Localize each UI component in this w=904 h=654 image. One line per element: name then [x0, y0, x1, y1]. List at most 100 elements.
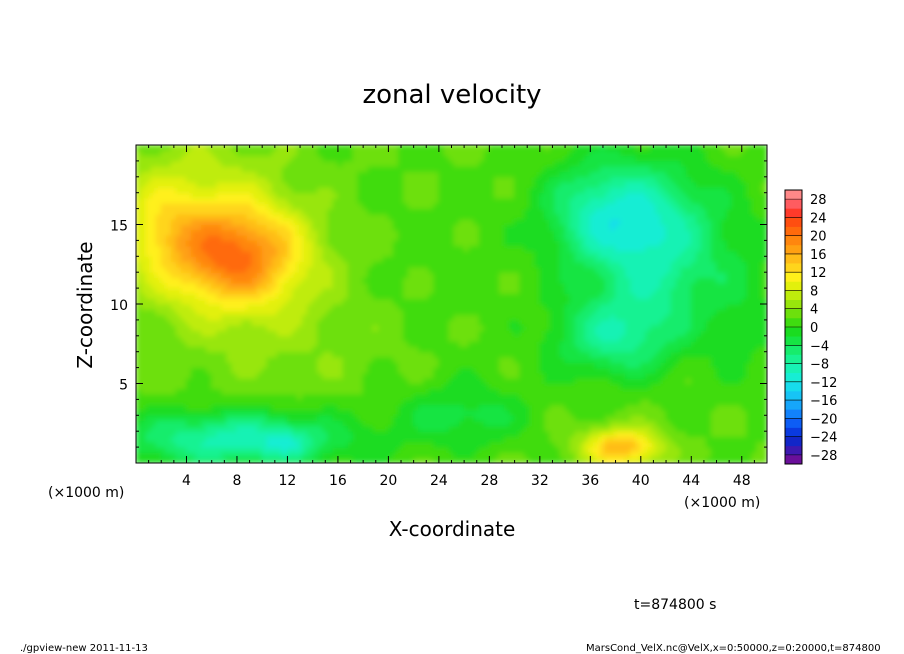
heatmap-cell: [160, 372, 167, 379]
heatmap-cell: [408, 292, 415, 300]
heatmap-cell: [352, 314, 359, 321]
heatmap-cell: [216, 398, 223, 406]
heatmap-cell: [468, 208, 475, 215]
heatmap-cell: [256, 202, 263, 210]
heatmap-cell: [261, 367, 268, 374]
heatmap-cell: [302, 208, 309, 215]
heatmap-cell: [180, 324, 187, 331]
heatmap-cell: [271, 430, 278, 437]
heatmap-cell: [448, 451, 455, 459]
heatmap-cell: [443, 319, 450, 326]
heatmap-cell: [180, 383, 187, 390]
heatmap-cell: [524, 171, 531, 178]
heatmap-cell: [175, 298, 182, 305]
heatmap-cell: [317, 234, 324, 241]
heatmap-cell: [191, 229, 198, 236]
heatmap-cell: [226, 319, 233, 326]
heatmap-cell: [529, 181, 536, 188]
heatmap-cell: [372, 335, 379, 342]
heatmap-cell: [221, 367, 228, 374]
heatmap-cell: [170, 255, 177, 263]
heatmap-cell: [367, 229, 374, 236]
heatmap-cell: [377, 186, 384, 194]
heatmap-cell: [165, 404, 172, 411]
heatmap-cell: [382, 218, 389, 225]
heatmap-cell: [408, 176, 415, 183]
heatmap-cell: [398, 367, 405, 374]
heatmap-cell: [443, 292, 450, 300]
heatmap-cell: [286, 398, 293, 406]
heatmap-cell: [463, 425, 470, 432]
heatmap-cell: [337, 224, 344, 231]
heatmap-cell: [514, 441, 521, 448]
heatmap-cell: [473, 425, 480, 432]
heatmap-cell: [372, 192, 379, 199]
heatmap-cell: [493, 239, 500, 247]
heatmap-cell: [256, 229, 263, 236]
heatmap-cell: [191, 420, 198, 427]
heatmap-cell: [216, 425, 223, 432]
heatmap-cell: [387, 298, 394, 305]
heatmap-cell: [519, 335, 526, 342]
heatmap-cell: [150, 218, 157, 225]
heatmap-cell: [337, 213, 344, 220]
heatmap-cell: [524, 441, 531, 448]
heatmap-cell: [136, 367, 142, 374]
heatmap-cell: [342, 208, 349, 215]
heatmap-cell: [357, 271, 364, 278]
heatmap-cell: [145, 202, 152, 210]
heatmap-cell: [387, 277, 394, 284]
heatmap-cell: [463, 303, 470, 310]
heatmap-cell: [286, 271, 293, 278]
heatmap-cell: [312, 425, 319, 432]
heatmap-cell: [286, 308, 293, 316]
heatmap-cell: [514, 388, 521, 395]
heatmap-cell: [519, 409, 526, 416]
heatmap-cell: [150, 287, 157, 294]
heatmap-cell: [377, 345, 384, 353]
heatmap-cell: [136, 197, 142, 204]
heatmap-cell: [352, 377, 359, 384]
heatmap-cell: [433, 356, 440, 363]
heatmap-cell: [140, 287, 147, 294]
heatmap-cell: [165, 372, 172, 379]
heatmap-cell: [317, 250, 324, 257]
heatmap-cell: [357, 345, 364, 353]
heatmap-cell: [352, 420, 359, 427]
heatmap-cell: [423, 160, 430, 167]
heatmap-cell: [241, 409, 248, 416]
heatmap-cell: [408, 446, 415, 453]
heatmap-cell: [191, 330, 198, 337]
heatmap-cell: [196, 356, 203, 363]
heatmap-cell: [160, 330, 167, 337]
heatmap-cell: [302, 436, 309, 443]
heatmap-cell: [448, 351, 455, 358]
heatmap-cell: [544, 239, 551, 247]
heatmap-cell: [438, 261, 445, 268]
heatmap-cell: [443, 229, 450, 236]
heatmap-cell: [246, 388, 253, 395]
heatmap-cell: [251, 335, 258, 342]
heatmap-cell: [478, 335, 485, 342]
heatmap-cell: [448, 255, 455, 263]
heatmap-cell: [231, 197, 238, 204]
heatmap-cell: [524, 404, 531, 411]
heatmap-cell: [367, 425, 374, 432]
heatmap-cell: [549, 308, 556, 316]
heatmap-cell: [468, 255, 475, 263]
heatmap-cell: [428, 165, 435, 172]
heatmap-cell: [357, 457, 364, 463]
heatmap-cell: [342, 176, 349, 183]
heatmap-cell: [463, 436, 470, 443]
heatmap-cell: [498, 451, 506, 459]
heatmap-cell: [428, 441, 435, 448]
heatmap-cell: [453, 202, 460, 210]
heatmap-cell: [534, 319, 541, 326]
heatmap-cell: [387, 451, 394, 459]
heatmap-cell: [317, 425, 324, 432]
heatmap-cell: [191, 218, 198, 225]
heatmap-cell: [483, 430, 490, 437]
heatmap-cell: [251, 213, 258, 220]
heatmap-cell: [463, 414, 470, 422]
heatmap-cell: [206, 155, 213, 162]
